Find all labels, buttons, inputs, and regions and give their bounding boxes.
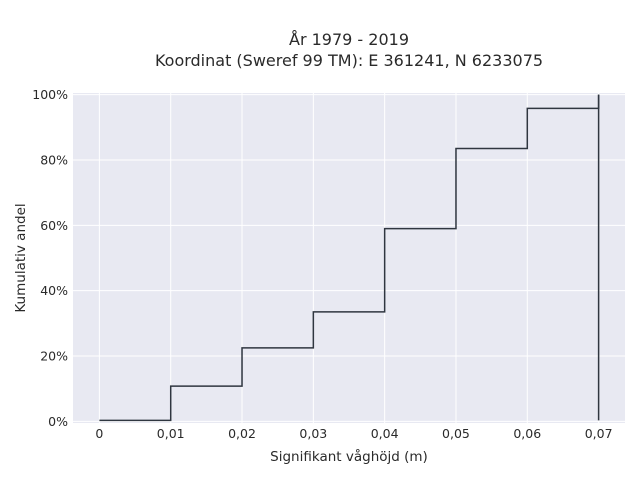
x-tick-label: 0,06 [513, 426, 541, 441]
y-axis-ticks: 0% 20% 40% 60% 80% 100% [32, 87, 68, 429]
x-tick-label: 0,02 [228, 426, 256, 441]
x-tick-label: 0,03 [299, 426, 327, 441]
x-tick-label: 0,07 [585, 426, 613, 441]
y-tick-label: 40% [40, 283, 68, 298]
series-layer [99, 94, 600, 422]
x-tick-label: 0 [95, 426, 103, 441]
x-tick-label: 0,05 [442, 426, 470, 441]
y-tick-label: 20% [40, 349, 68, 364]
x-axis-ticks: 0 0,01 0,02 0,03 0,04 0,05 0,06 0,07 [95, 426, 612, 441]
y-tick-label: 60% [40, 218, 68, 233]
chart-title-line-1: År 1979 - 2019 [289, 30, 409, 49]
chart-title-line-2: Koordinat (Sweref 99 TM): E 361241, N 62… [155, 51, 543, 70]
y-axis-title: Kumulativ andel [13, 203, 29, 312]
y-tick-label: 80% [40, 152, 68, 167]
plot-area [73, 93, 625, 423]
x-tick-label: 0,04 [371, 426, 399, 441]
x-axis-title: Signifikant våghöjd (m) [270, 448, 428, 465]
y-tick-label: 100% [32, 87, 68, 102]
x-tick-label: 0,01 [157, 426, 185, 441]
cdf-step-line [99, 94, 600, 422]
y-tick-label: 0% [48, 414, 68, 429]
